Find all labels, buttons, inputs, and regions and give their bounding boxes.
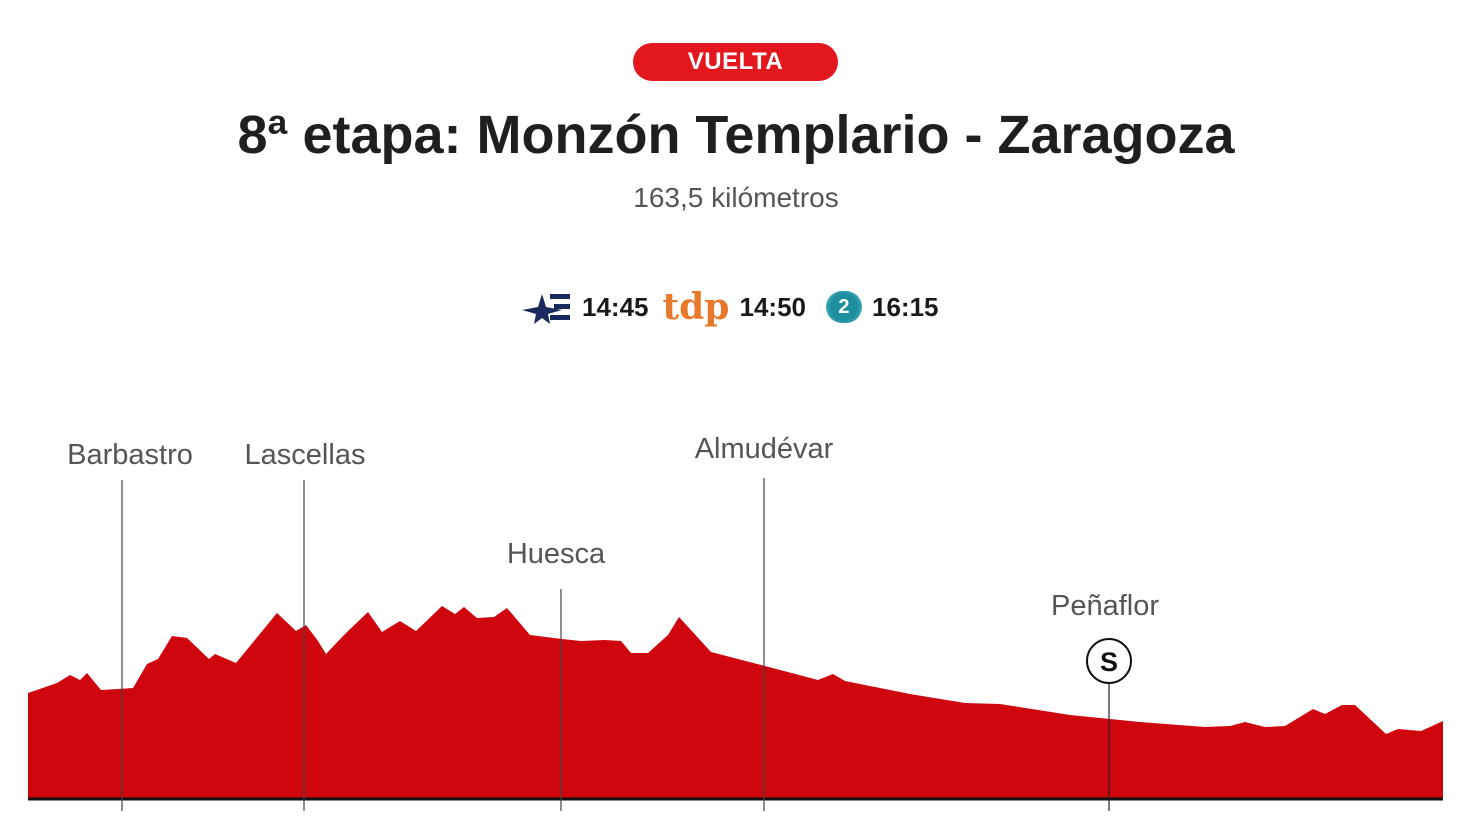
eurosport-logo-icon (522, 294, 570, 324)
sprint-icon: S (1086, 638, 1132, 684)
race-badge: VUELTA (633, 43, 838, 81)
label-lascellas: Lascellas (245, 439, 366, 471)
tdp-time: 14:50 (739, 291, 806, 322)
elevation-profile-area (28, 606, 1443, 799)
la2-logo-icon: 2 (825, 291, 862, 323)
label-almudevar: Almudévar (695, 433, 834, 465)
label-huesca: Huesca (507, 538, 606, 570)
eurosport-time: 14:45 (582, 291, 649, 322)
page-title: 8ª etapa: Monzón Templario - Zaragoza (237, 105, 1235, 165)
broadcast-schedule: 14:45 tdp 14:50 2 16:15 (520, 286, 939, 328)
distance-subtitle: 163,5 kilómetros (633, 182, 839, 213)
svg-text:S: S (1100, 647, 1118, 677)
la2-time: 16:15 (871, 291, 939, 322)
tdp-logo-icon: tdp (662, 286, 730, 328)
label-penaflor: Peñaflor (1051, 590, 1159, 622)
label-barbastro: Barbastro (67, 439, 193, 471)
